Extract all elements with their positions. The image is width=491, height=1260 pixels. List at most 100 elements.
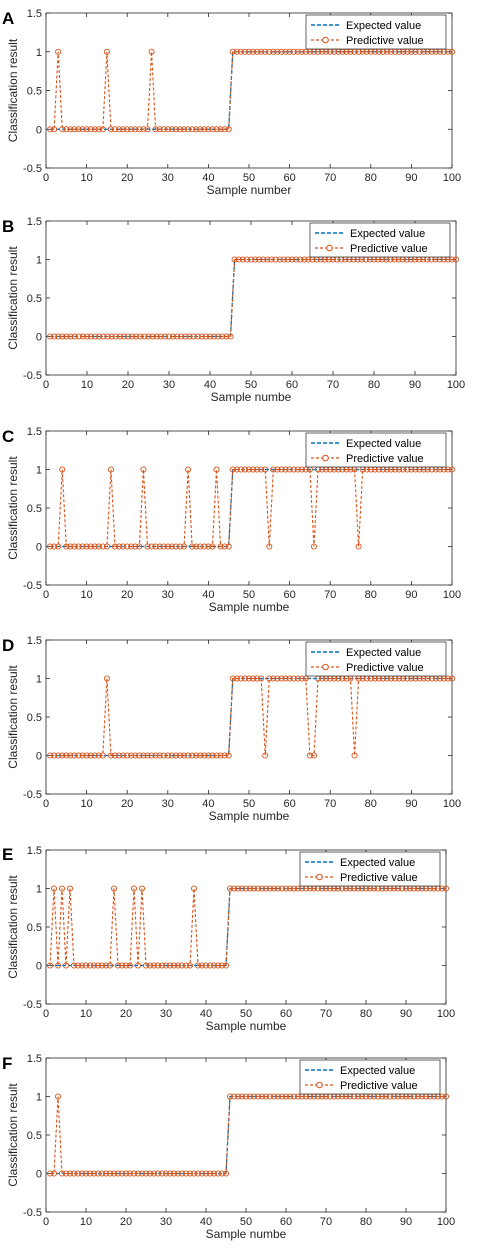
predictive-point: [170, 1170, 178, 1177]
predictive-point: [156, 752, 163, 759]
predictive-point: [438, 885, 446, 892]
panel-A: A0 10 20 30 40 50 60 70 80 90 100-0.500.511.5Sampl…: [2, 8, 461, 197]
predictive-point: [87, 126, 94, 133]
predictive-point: [260, 256, 267, 263]
x-tick-label: 100: [437, 1008, 455, 1020]
x-tick-label: 20: [122, 379, 134, 391]
legend-label-expected: Expected value: [346, 20, 421, 32]
predictive-point: [78, 1170, 86, 1177]
predictive-point: [160, 543, 167, 550]
legend-marker-predictive: [322, 663, 329, 671]
predictive-point: [193, 126, 200, 133]
predictive-point: [99, 543, 106, 550]
predictive-point: [180, 126, 188, 133]
predictive-point: [62, 1170, 70, 1177]
predictive-point: [290, 675, 297, 682]
x-tick-label: 50: [243, 589, 255, 601]
predictive-point: [264, 256, 271, 263]
x-tick-label: 30: [162, 172, 174, 184]
predictive-point: [230, 885, 238, 892]
predictive-point: [217, 126, 224, 133]
legend-label-expected: Expected value: [346, 647, 421, 659]
predictive-point: [78, 962, 86, 969]
predictive-point: [288, 256, 296, 263]
predictive-point: [209, 752, 216, 759]
predictive-point: [62, 962, 70, 969]
x-tick-label: 10: [80, 172, 92, 184]
predictive-point: [46, 962, 54, 969]
predictive-point: [237, 466, 244, 473]
predictive-point: [227, 333, 234, 340]
predictive-point: [186, 333, 193, 340]
predictive-point: [132, 543, 139, 550]
predictive-point: [250, 885, 258, 892]
x-tick-label: 40: [202, 172, 214, 184]
predictive-point: [79, 333, 86, 340]
predictive-point: [250, 48, 257, 55]
panel-C: C0 10 20 30 40 50 60 70 80 90 100-0.500.511.5Sampl…: [2, 426, 461, 614]
predictive-point: [132, 752, 139, 759]
predictive-point: [102, 962, 110, 969]
predictive-point: [120, 126, 127, 133]
predictive-point: [219, 333, 226, 340]
predictive-point: [94, 962, 102, 969]
predictive-point: [137, 333, 144, 340]
x-tick-label: 100: [447, 379, 465, 391]
y-tick-label: -0.5: [23, 789, 42, 801]
predictive-point: [91, 126, 98, 133]
predictive-point: [70, 962, 78, 969]
x-tick-label: 90: [400, 1008, 412, 1020]
predictive-point: [144, 126, 151, 133]
legend-marker-predictive: [322, 454, 329, 462]
predictive-point: [120, 752, 127, 759]
predictive-point: [136, 752, 143, 759]
predictive-point: [87, 752, 94, 759]
x-tick-label: 20: [121, 798, 133, 810]
predictive-point: [55, 543, 62, 550]
predictive-point: [140, 752, 147, 759]
predictive-point: [210, 962, 218, 969]
y-tick-label: -0.5: [23, 1207, 42, 1219]
predictive-point: [67, 543, 74, 550]
y-tick-label: 1: [36, 465, 42, 477]
predictive-point: [116, 126, 123, 133]
x-tick-label: 80: [360, 1008, 372, 1020]
legend-label-expected: Expected value: [340, 857, 415, 869]
series-predictive-line: [50, 1095, 446, 1175]
x-tick-label: 50: [243, 172, 255, 184]
predictive-point: [238, 885, 246, 892]
predictive-point: [221, 752, 228, 759]
predictive-point: [310, 543, 318, 550]
predictive-point: [250, 675, 257, 682]
predictive-point: [99, 752, 106, 759]
x-tick-label: 60: [280, 1008, 292, 1020]
legend-label-predictive: Predictive value: [346, 453, 424, 465]
predictive-point: [266, 885, 274, 892]
predictive-point: [63, 752, 70, 759]
predictive-point: [243, 256, 250, 263]
predictive-point: [165, 333, 173, 340]
predictive-point: [140, 126, 147, 133]
y-tick-label: 1: [36, 674, 42, 686]
predictive-point: [254, 1093, 262, 1100]
predictive-point: [172, 752, 179, 759]
predictive-point: [286, 885, 294, 892]
predictive-point: [66, 1170, 74, 1177]
panel-letter: A: [2, 9, 14, 28]
predictive-point: [185, 126, 192, 133]
y-tick-label: 0: [36, 332, 42, 344]
predictive-point: [124, 543, 131, 550]
predictive-point: [114, 962, 122, 969]
predictive-point: [235, 256, 242, 263]
x-tick-label: 0: [43, 379, 49, 391]
predictive-point: [126, 962, 134, 969]
predictive-point: [111, 126, 119, 133]
panel-B: B0 10 20 30 40 50 60 70 80 90 100-0.500.511.5Sampl…: [2, 216, 465, 404]
y-tick-label: -0.5: [23, 370, 42, 382]
predictive-point: [47, 543, 54, 550]
y-tick-label: -0.5: [23, 163, 42, 175]
series-predictive-line: [49, 887, 446, 967]
predictive-point: [103, 48, 110, 55]
predictive-point: [211, 333, 218, 340]
x-tick-label: 0: [43, 1216, 49, 1228]
